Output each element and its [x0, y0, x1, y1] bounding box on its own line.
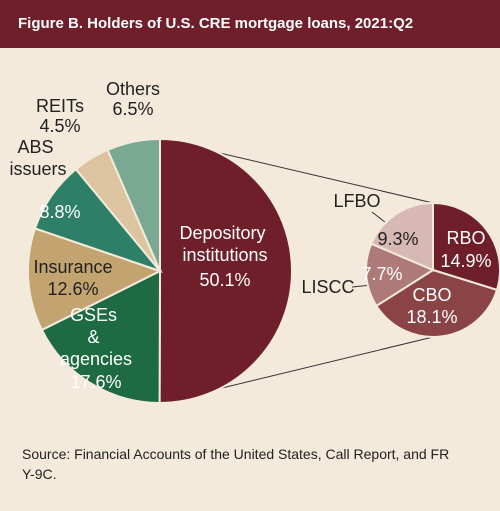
slice-label: RBO: [446, 228, 485, 248]
slice-label: LFBO: [333, 191, 380, 211]
pie-slice: [370, 201, 434, 272]
pie-slice: [40, 269, 162, 405]
value-label: 18.1%: [406, 307, 457, 327]
slice-label: REITs: [36, 96, 84, 116]
pie-slice: [158, 137, 294, 404]
value-label: 12.6%: [47, 279, 98, 299]
value-label: 4.5%: [39, 116, 80, 136]
slice-label: CBO: [412, 285, 451, 305]
pie-slice: [106, 137, 161, 272]
pie-slice: [375, 268, 499, 338]
value-label: 14.9%: [440, 251, 491, 271]
figure-title: Figure B. Holders of U.S. CRE mortgage l…: [0, 0, 500, 48]
value-label: 7.7%: [361, 264, 402, 284]
pie-slice: [365, 242, 436, 308]
slice-label: ABS issuers: [9, 137, 66, 179]
pie-slice: [27, 227, 163, 332]
slice-label: LISCC: [301, 277, 354, 297]
value-label: 6.5%: [112, 99, 153, 119]
value-label: 9.3%: [377, 229, 418, 249]
value-label: 8.8%: [39, 202, 80, 222]
pie-slice: [432, 201, 500, 292]
slice-label: Others: [106, 79, 160, 99]
value-label: 50.1%: [199, 270, 250, 290]
slice-label: Depository institutions: [179, 223, 270, 265]
chart: Depository institutions 50.1% GSEs & agenc…: [9, 79, 500, 405]
slice-label: GSEs & agencies: [60, 305, 132, 369]
value-label: 17.6%: [70, 372, 121, 392]
source-note: Source: Financial Accounts of the United…: [22, 446, 450, 482]
slice-label: Insurance: [33, 257, 112, 277]
